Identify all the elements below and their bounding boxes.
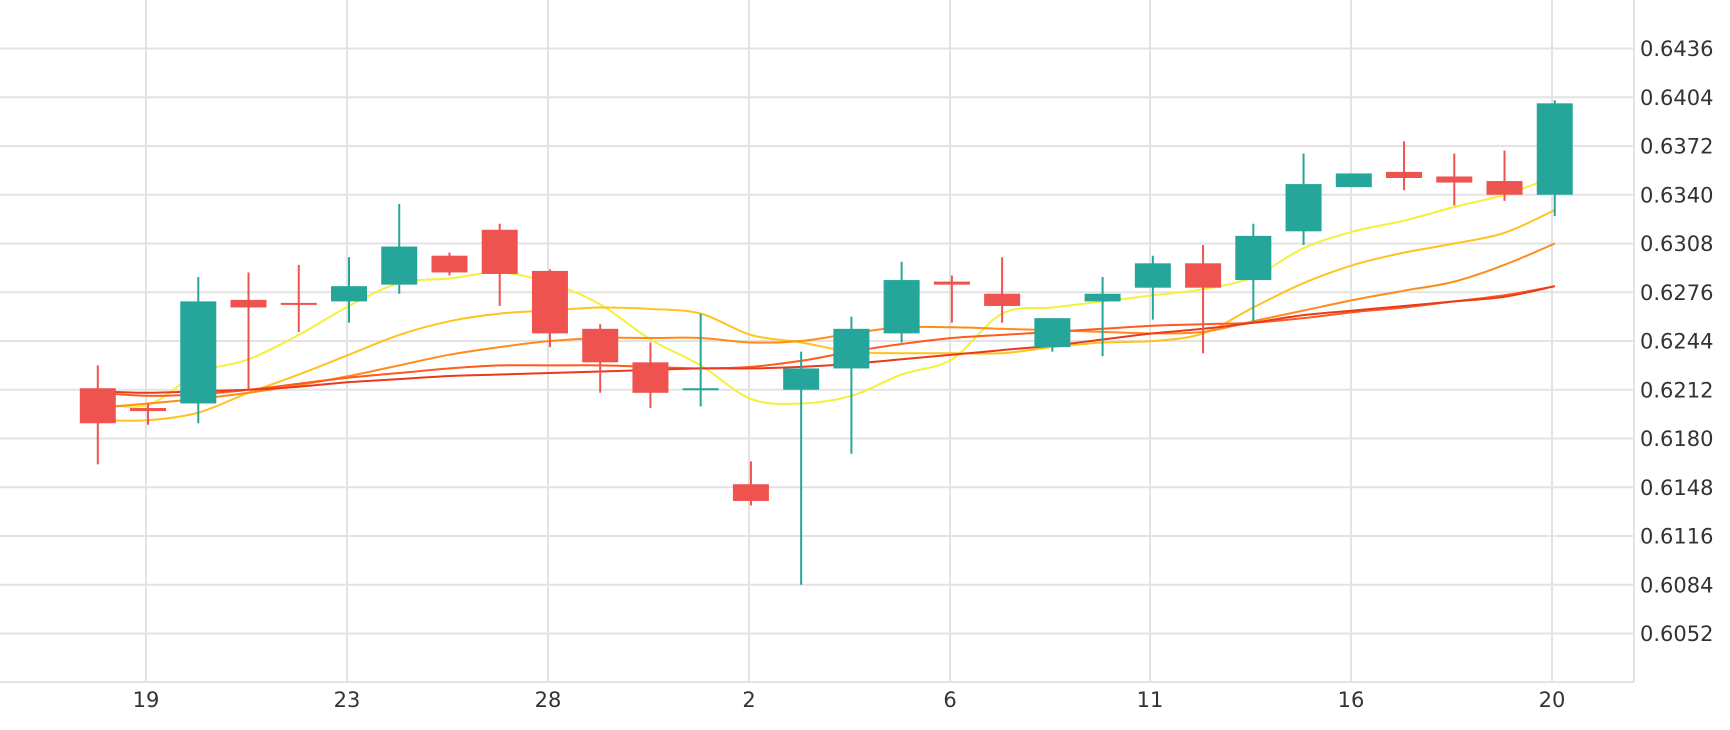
candle-up [682,313,719,407]
candle-layer [79,100,1573,585]
candle-down [1486,150,1523,201]
x-tick-label: 2 [742,688,755,712]
y-tick-label: 0.6084 [1640,573,1713,597]
candle-body [130,408,167,412]
candle-down [280,264,317,332]
moving-average-line [97,242,1556,409]
y-tick-label: 0.6244 [1640,330,1713,354]
candle-up [1235,223,1272,322]
x-tick-label: 6 [943,688,956,712]
axis-layer: 0.6052 0.6084 0.6116 0.6148 0.6180 0.6212 0.62… [133,37,1714,712]
candle-up [833,316,870,454]
moving-average-line [97,285,1555,397]
candle-down [732,461,769,506]
candle-down [130,403,167,425]
candle-body [732,484,769,501]
x-tick-label: 23 [334,688,361,712]
candle-up [331,257,367,323]
y-tick-label: 0.6340 [1640,183,1713,207]
y-tick-label: 0.6436 [1640,37,1713,61]
candle-up [783,351,820,585]
y-tick-label: 0.6052 [1640,622,1713,646]
candle-up [1084,277,1121,357]
candle-body [1134,263,1171,288]
candle-down [1436,153,1473,206]
grid-layer [0,0,1635,683]
candle-down [1185,245,1222,354]
y-tick-label: 0.6116 [1640,525,1713,549]
candle-body [180,301,217,404]
candle-body [833,328,870,369]
candle-body [230,299,267,308]
x-tick-label: 16 [1338,688,1365,712]
candle-up [381,203,418,294]
candle-up [883,261,920,343]
candle-body [984,293,1021,306]
candle-body [632,362,669,393]
candle-body [1034,318,1071,348]
candle-body [783,368,820,390]
candle-body [1335,173,1372,188]
x-tick-label: 20 [1539,688,1566,712]
candle-body [331,286,367,302]
candle-down [79,365,116,465]
moving-average-layer [97,175,1556,422]
candle-body [431,255,468,273]
candle-body [1084,293,1121,302]
candle-body [1235,235,1272,281]
y-tick-label: 0.6212 [1640,378,1713,402]
candle-down [984,257,1021,323]
candle-body [1386,171,1423,178]
candle-down [1386,141,1423,191]
candle-body [883,280,920,334]
candle-down [230,272,267,390]
candle-body [481,229,518,274]
candle-body [682,388,719,391]
candle-up [1034,318,1071,352]
candle-up [1335,173,1372,188]
candle-body [381,246,418,285]
candle-body [1185,263,1222,288]
moving-average-line [97,209,1556,422]
moving-average-line [97,285,1555,394]
x-tick-label: 19 [133,688,160,712]
candle-up [1285,153,1322,246]
y-tick-label: 0.6372 [1640,135,1713,159]
y-tick-label: 0.6308 [1640,232,1713,256]
candle-body [531,270,568,334]
y-tick-label: 0.6276 [1640,281,1713,305]
candle-body [933,281,970,285]
candle-down [431,252,468,276]
candle-body [1486,181,1523,195]
candle-up [1536,100,1573,217]
candle-body [280,302,317,305]
candle-down [582,324,619,393]
candle-body [582,328,619,363]
y-tick-label: 0.6180 [1640,427,1713,451]
y-tick-label: 0.6148 [1640,476,1713,500]
x-tick-label: 28 [535,688,562,712]
candle-down [481,223,518,306]
candle-down [632,342,669,409]
candle-body [1436,176,1473,183]
moving-average-line [97,175,1556,408]
x-tick-label: 11 [1137,688,1164,712]
y-tick-label: 0.6404 [1640,86,1713,110]
candle-up [180,277,217,424]
candle-up [1134,255,1171,320]
candle-body [1285,184,1322,232]
candle-body [1536,103,1573,195]
candle-down [531,269,568,348]
candle-body [79,388,116,424]
candle-down [933,275,970,323]
